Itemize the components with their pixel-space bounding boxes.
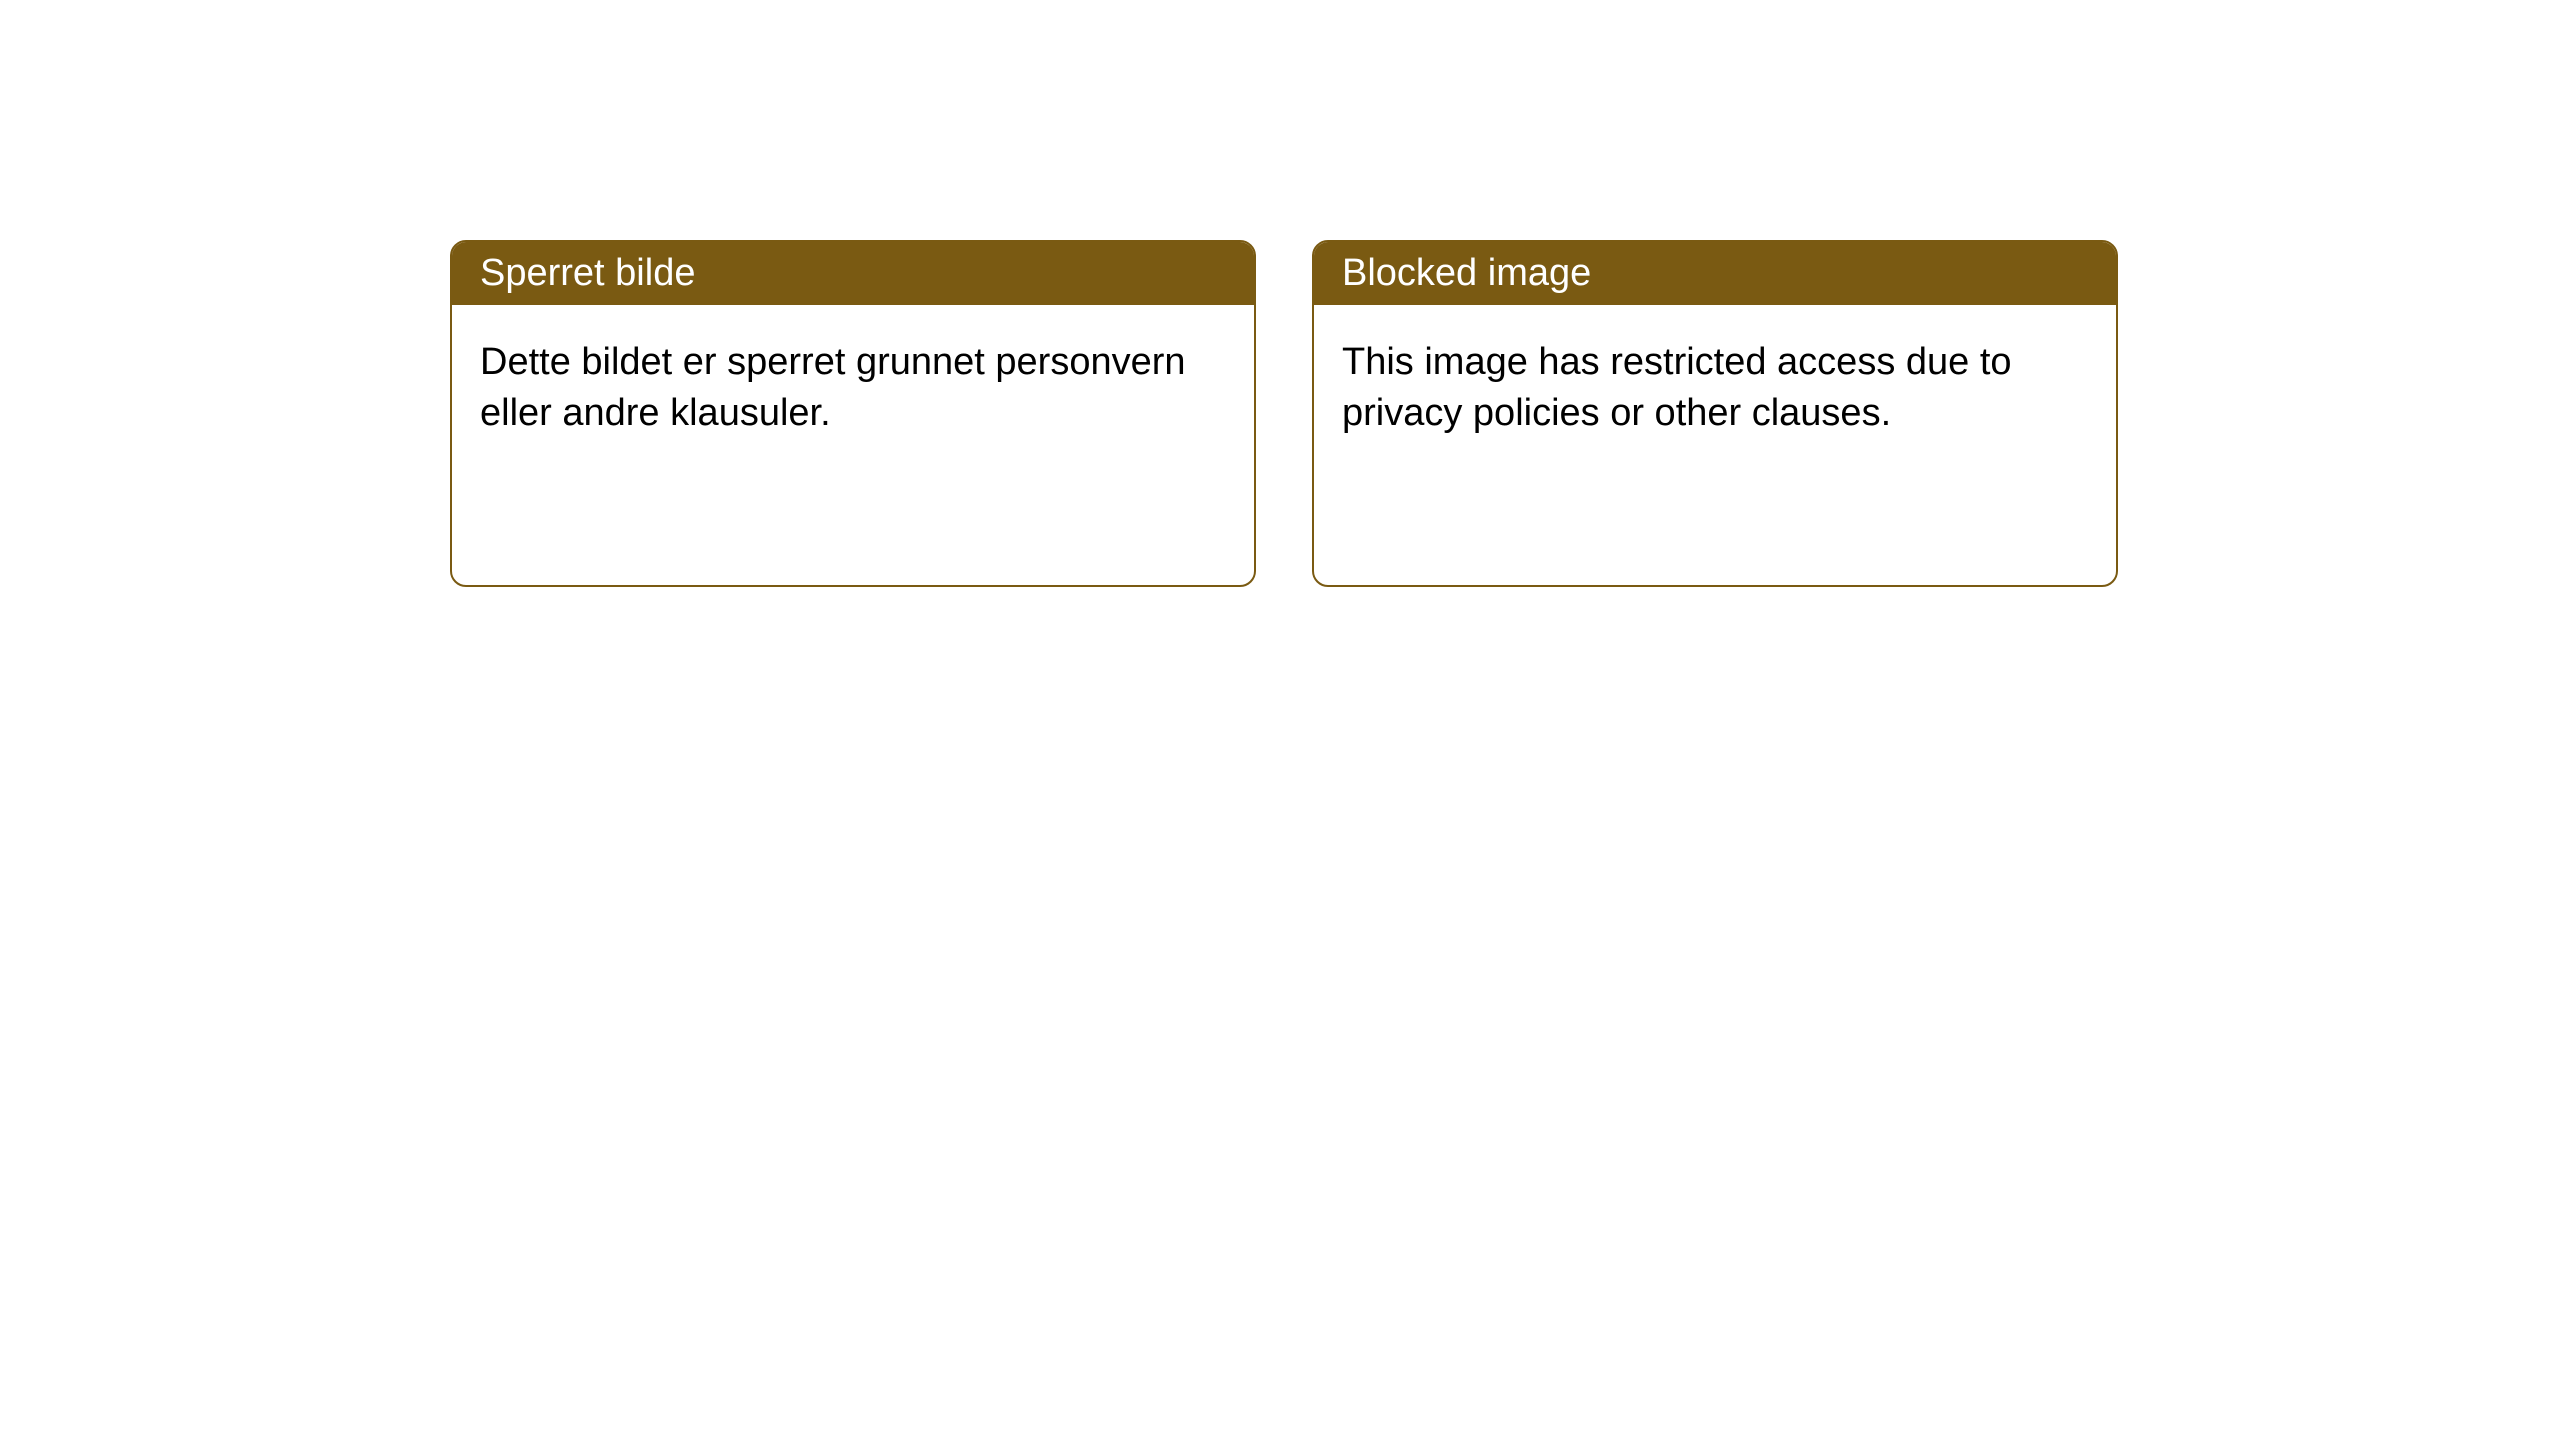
- notice-container: Sperret bilde Dette bildet er sperret gr…: [0, 0, 2560, 587]
- notice-card-norwegian: Sperret bilde Dette bildet er sperret gr…: [450, 240, 1256, 587]
- notice-body: This image has restricted access due to …: [1314, 305, 2116, 585]
- notice-header: Sperret bilde: [452, 242, 1254, 305]
- notice-header: Blocked image: [1314, 242, 2116, 305]
- notice-body-text: Dette bildet er sperret grunnet personve…: [480, 341, 1186, 434]
- notice-title: Sperret bilde: [480, 252, 695, 294]
- notice-body: Dette bildet er sperret grunnet personve…: [452, 305, 1254, 585]
- notice-body-text: This image has restricted access due to …: [1342, 341, 2012, 434]
- notice-card-english: Blocked image This image has restricted …: [1312, 240, 2118, 587]
- notice-title: Blocked image: [1342, 252, 1591, 294]
